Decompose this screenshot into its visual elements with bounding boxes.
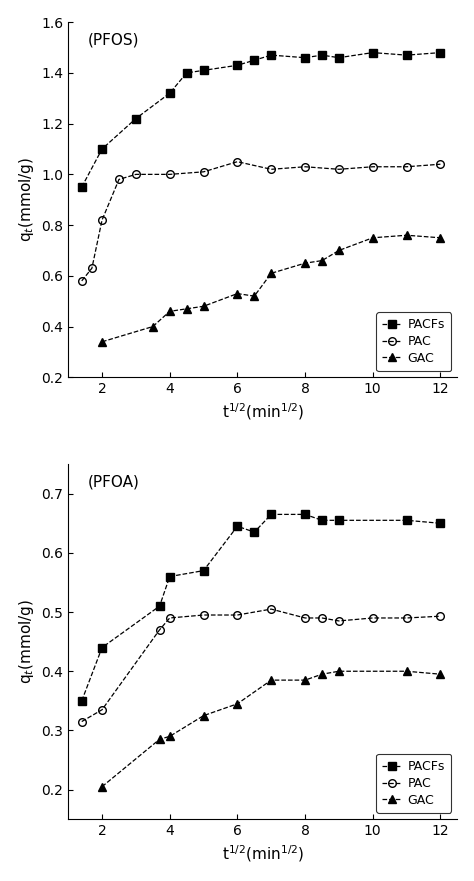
GAC <box>150 322 155 332</box>
PACFs <box>133 114 139 124</box>
Legend: PACFs, PAC, GAC: PACFs, PAC, GAC <box>376 754 451 813</box>
GAC <box>302 258 308 269</box>
PACFs <box>268 50 274 61</box>
PAC <box>157 625 163 635</box>
Line: GAC: GAC <box>98 232 444 345</box>
Line: GAC: GAC <box>98 668 444 790</box>
PACFs <box>302 52 308 63</box>
Text: (PFOS): (PFOS) <box>88 33 139 48</box>
PAC <box>89 263 95 273</box>
PACFs <box>235 521 240 531</box>
PAC <box>438 159 443 169</box>
GAC <box>167 731 173 742</box>
PACFs <box>201 566 206 576</box>
PACFs <box>99 144 105 154</box>
PACFs <box>201 65 206 76</box>
PAC <box>235 610 240 620</box>
PACFs <box>302 509 308 520</box>
PAC <box>99 215 105 226</box>
GAC <box>201 710 206 721</box>
Line: PACFs: PACFs <box>78 48 444 191</box>
GAC <box>167 306 173 316</box>
GAC <box>438 233 443 243</box>
GAC <box>268 268 274 278</box>
PAC <box>116 174 122 185</box>
PACFs <box>404 515 410 526</box>
GAC <box>268 675 274 685</box>
GAC <box>99 781 105 792</box>
PAC <box>404 612 410 623</box>
PACFs <box>438 48 443 58</box>
PACFs <box>167 571 173 581</box>
PACFs <box>438 518 443 529</box>
GAC <box>235 288 240 299</box>
PACFs <box>252 55 257 65</box>
PACFs <box>336 52 342 63</box>
PACFs <box>404 50 410 61</box>
GAC <box>184 304 190 315</box>
PACFs <box>319 50 325 61</box>
GAC <box>99 337 105 347</box>
PAC <box>79 276 84 286</box>
PAC <box>370 612 375 623</box>
GAC <box>336 666 342 677</box>
PACFs <box>167 88 173 99</box>
Text: (PFOA): (PFOA) <box>88 475 139 490</box>
PAC <box>268 164 274 174</box>
GAC <box>235 699 240 709</box>
PAC <box>319 612 325 623</box>
PAC <box>99 705 105 715</box>
Line: PAC: PAC <box>78 158 444 285</box>
GAC <box>370 233 375 243</box>
PAC <box>268 603 274 614</box>
GAC <box>252 291 257 301</box>
X-axis label: t$^{1/2}$(min$^{1/2}$): t$^{1/2}$(min$^{1/2}$) <box>222 844 304 864</box>
PAC <box>167 612 173 623</box>
PAC <box>235 157 240 167</box>
PACFs <box>184 68 190 78</box>
PACFs <box>268 509 274 520</box>
PAC <box>302 612 308 623</box>
PACFs <box>79 181 84 192</box>
PAC <box>167 169 173 180</box>
Legend: PACFs, PAC, GAC: PACFs, PAC, GAC <box>376 312 451 371</box>
X-axis label: t$^{1/2}$(min$^{1/2}$): t$^{1/2}$(min$^{1/2}$) <box>222 402 304 422</box>
PACFs <box>252 527 257 537</box>
PAC <box>336 164 342 174</box>
PAC <box>201 610 206 620</box>
PAC <box>404 161 410 172</box>
Line: PACFs: PACFs <box>78 511 444 705</box>
GAC <box>404 666 410 677</box>
PACFs <box>79 696 84 707</box>
GAC <box>319 255 325 266</box>
Y-axis label: q$_{t}$(mmol/g): q$_{t}$(mmol/g) <box>17 599 36 685</box>
PAC <box>336 616 342 626</box>
PACFs <box>336 515 342 526</box>
GAC <box>438 669 443 679</box>
PAC <box>438 611 443 621</box>
PACFs <box>319 515 325 526</box>
PACFs <box>157 601 163 611</box>
GAC <box>302 675 308 685</box>
PAC <box>133 169 139 180</box>
Line: PAC: PAC <box>78 605 444 725</box>
PACFs <box>99 642 105 653</box>
PAC <box>79 716 84 727</box>
GAC <box>157 734 163 744</box>
GAC <box>404 230 410 241</box>
PACFs <box>370 48 375 58</box>
PAC <box>370 161 375 172</box>
GAC <box>319 669 325 679</box>
GAC <box>336 245 342 255</box>
PAC <box>201 167 206 177</box>
Y-axis label: q$_{t}$(mmol/g): q$_{t}$(mmol/g) <box>17 157 36 242</box>
PACFs <box>235 60 240 70</box>
GAC <box>201 301 206 312</box>
PAC <box>302 161 308 172</box>
